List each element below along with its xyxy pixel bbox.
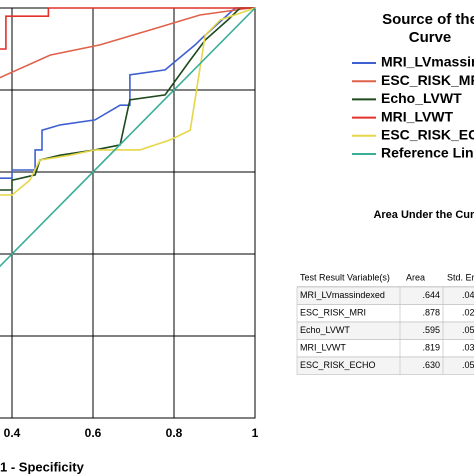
table-row (296, 356, 474, 375)
legend-label: Echo_LVWT (381, 90, 462, 106)
table-header: Area (406, 272, 425, 282)
table-cell: ESC_RISK_MRI (300, 308, 366, 318)
legend-label: MRI_LVmassindexed (381, 54, 474, 70)
legend-title: Source of the Curve (382, 11, 474, 46)
legend-title-line: Source of the (382, 11, 474, 28)
legend-label: Reference Line (381, 145, 474, 161)
legend-label: ESC_RISK_MRI (381, 72, 474, 88)
table-cell: MRI_LVmassindexed (300, 290, 385, 300)
table-header: Test Result Variable(s) (300, 272, 390, 282)
table-cell: .819 (422, 343, 440, 353)
roc-curve (0, 7, 255, 179)
roc-curve (0, 7, 255, 79)
table-cell: .03 (462, 343, 474, 353)
table-cell: .02 (462, 308, 474, 318)
x-tick-label: 1 (252, 426, 259, 440)
table-cell: .595 (422, 325, 440, 335)
x-tick-label: 0.4 (4, 426, 21, 440)
legend-label: MRI_LVWT (381, 108, 454, 124)
legend-title-line: Curve (409, 29, 452, 46)
plot-frame (0, 7, 256, 419)
table-cell: .05 (462, 325, 474, 335)
table-cell: .05 (462, 360, 474, 370)
table-header: Std. Error (447, 272, 474, 282)
table-cell: MRI_LVWT (300, 343, 346, 353)
table-title: Area Under the Curve (373, 209, 474, 221)
table-cell: .878 (422, 308, 440, 318)
x-tick-label: 0.8 (166, 426, 183, 440)
table-cell: ESC_RISK_ECHO (300, 360, 376, 370)
table-cell: .04 (462, 290, 474, 300)
legend-label: ESC_RISK_ECHO (381, 127, 474, 143)
table-cell: Echo_LVWT (300, 325, 350, 335)
roc-curve (0, 7, 256, 196)
roc-curve (0, 7, 255, 50)
x-tick-label: 0.6 (85, 426, 102, 440)
roc-curve (0, 7, 256, 268)
x-axis-title: 1 - Specificity (0, 459, 85, 474)
table-cell: .630 (422, 360, 440, 370)
table-cell: .644 (422, 290, 440, 300)
